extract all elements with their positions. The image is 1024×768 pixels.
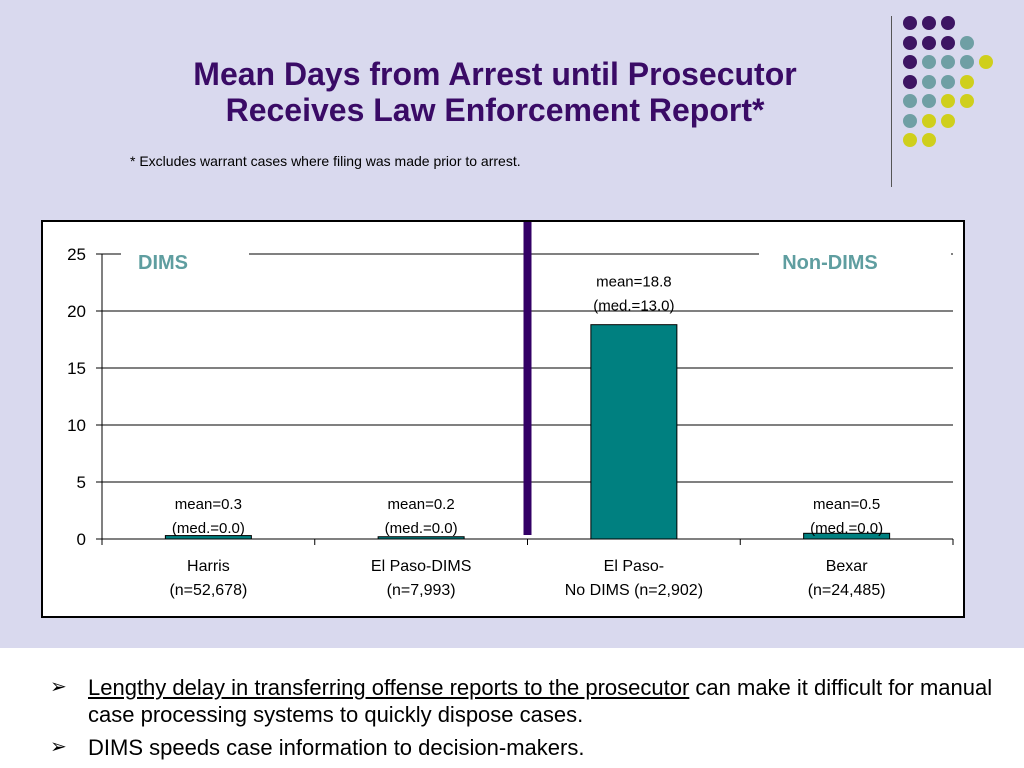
y-tick-label: 25	[67, 245, 86, 264]
bar-chart: 0 5 10 15 20 25 DIMS Non-DIMS mean=0.3 (med.=0.0)…	[67, 222, 954, 599]
decorative-dot	[922, 55, 936, 69]
dims-group-label: DIMS	[138, 252, 188, 274]
footnote: * Excludes warrant cases where filing wa…	[130, 153, 521, 169]
decorative-dot	[941, 74, 955, 89]
decorative-dot	[903, 55, 917, 69]
bullet-1-underlined-text: Lengthy delay in transferring offense re…	[88, 675, 690, 700]
non-dims-group-label: Non-DIMS	[782, 252, 878, 274]
decorative-dot	[941, 94, 955, 108]
decorative-dot	[922, 113, 936, 128]
decorative-divider-line	[891, 16, 892, 187]
bar	[377, 536, 465, 540]
decorative-dot	[903, 133, 917, 147]
bullet-item-1: ➢ Lengthy delay in transferring offense …	[50, 674, 1020, 728]
decorative-dot	[922, 94, 936, 108]
y-tick-label: 0	[77, 530, 86, 549]
decorative-dot	[903, 35, 917, 50]
title-line-1: Mean Days from Arrest until Prosecutor	[193, 56, 797, 92]
decorative-dot	[979, 55, 993, 69]
data-label-median: (med.=0.0)	[810, 520, 883, 537]
data-label-mean: mean=0.5	[813, 496, 880, 513]
bullet-1-text: can make it difficult for manual case pr…	[88, 675, 993, 727]
x-category-sublabel: (n=52,678)	[169, 582, 247, 599]
decorative-dot	[960, 35, 974, 50]
decorative-dot	[922, 35, 936, 50]
bullet-item-2: ➢ DIMS speeds case information to decisi…	[50, 734, 1020, 761]
data-label-mean: mean=0.2	[388, 496, 455, 513]
decorative-dot	[903, 94, 917, 108]
bar	[590, 324, 678, 540]
x-category-sublabel: No DIMS (n=2,902)	[565, 582, 703, 599]
dims-divider-bar	[523, 222, 532, 535]
y-tick-label: 20	[67, 302, 86, 321]
decorative-dot	[941, 113, 955, 128]
data-label-median: (med.=0.0)	[172, 520, 245, 537]
x-category-label: Bexar	[826, 558, 868, 575]
x-category-sublabel: (n=7,993)	[387, 582, 456, 599]
title-line-2: Receives Law Enforcement Report*	[225, 92, 765, 128]
data-label-median: (med.=13.0)	[593, 298, 674, 315]
bullet-2-text: DIMS speeds case information to decision…	[88, 735, 585, 760]
y-tick-label: 15	[67, 359, 86, 378]
decorative-dot	[922, 133, 936, 147]
x-category-label: Harris	[187, 558, 230, 575]
decorative-dot	[941, 55, 955, 69]
x-category-label: El Paso-	[604, 558, 664, 575]
decorative-dot	[903, 113, 917, 128]
decorative-dot	[922, 16, 936, 30]
data-label-median: (med.=0.0)	[385, 520, 458, 537]
bar	[164, 535, 252, 540]
group-label-background	[759, 242, 951, 266]
decorative-dot	[960, 74, 974, 89]
data-label-mean: mean=18.8	[596, 274, 671, 291]
y-tick-label: 10	[67, 416, 86, 435]
y-tick-label: 5	[77, 473, 86, 492]
decorative-dot	[903, 74, 917, 89]
page-title: Mean Days from Arrest until Prosecutor R…	[110, 56, 880, 128]
x-category-sublabel: (n=24,485)	[808, 582, 886, 599]
x-category-label: El Paso-DIMS	[371, 558, 471, 575]
bullet-list: ➢ Lengthy delay in transferring offense …	[50, 674, 1020, 767]
decorative-dot	[922, 74, 936, 89]
decorative-dot	[941, 16, 955, 30]
decorative-dot	[960, 94, 974, 108]
bar	[803, 532, 891, 540]
data-label-mean: mean=0.3	[175, 496, 242, 513]
arrow-bullet-icon: ➢	[50, 736, 67, 758]
chart-frame: 0 5 10 15 20 25 DIMS Non-DIMS mean=0.3 (med.=0.0)…	[41, 220, 965, 618]
arrow-bullet-icon: ➢	[50, 676, 67, 698]
group-label-background	[121, 242, 249, 266]
decorative-dot	[941, 35, 955, 50]
decorative-dot	[903, 16, 917, 30]
decorative-dot	[960, 55, 974, 69]
